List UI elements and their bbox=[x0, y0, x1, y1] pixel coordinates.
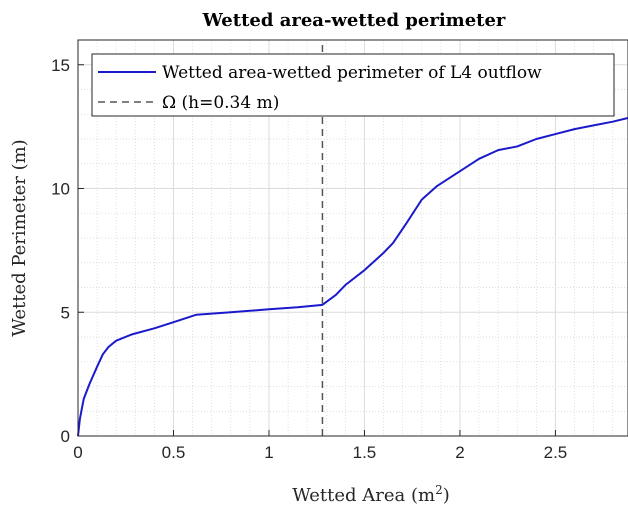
plot-frame bbox=[77, 39, 628, 437]
x-axis-label-suffix: ) bbox=[443, 485, 450, 506]
legend-box bbox=[91, 53, 615, 117]
x-tick-label: 2.5 bbox=[544, 443, 568, 462]
legend-label-outflow: Wetted area-wetted perimeter of L4 outfl… bbox=[162, 63, 542, 83]
y-tick-label: 5 bbox=[61, 303, 70, 322]
x-tick-label: 0 bbox=[73, 443, 82, 462]
y-tick-label: 0 bbox=[61, 427, 70, 446]
x-tick-label: 1.5 bbox=[353, 443, 377, 462]
x-tick-label: 2 bbox=[455, 443, 464, 462]
x-axis-label-superscript: 2 bbox=[435, 483, 443, 497]
y-tick-label: 10 bbox=[51, 180, 70, 199]
series-line-outflow bbox=[77, 116, 628, 437]
x-axis-ticks: 0 0.5 1 1.5 2 2.5 bbox=[73, 430, 567, 462]
x-tick-label: 0.5 bbox=[162, 443, 186, 462]
y-axis-ticks: 0 5 10 15 bbox=[51, 56, 84, 446]
y-tick-label: 15 bbox=[51, 56, 70, 75]
x-axis-label-text: Wetted Area (m bbox=[292, 485, 435, 506]
legend-label-omega: Ω (h=0.34 m) bbox=[162, 93, 279, 113]
legend: Wetted area-wetted perimeter of L4 outfl… bbox=[91, 53, 615, 117]
y-axis-label: Wetted Perimeter (m) bbox=[9, 139, 30, 336]
x-axis-label: Wetted Area (m2) bbox=[292, 483, 450, 506]
x-tick-label: 1 bbox=[264, 443, 273, 462]
chart-title: Wetted area-wetted perimeter bbox=[202, 10, 506, 31]
